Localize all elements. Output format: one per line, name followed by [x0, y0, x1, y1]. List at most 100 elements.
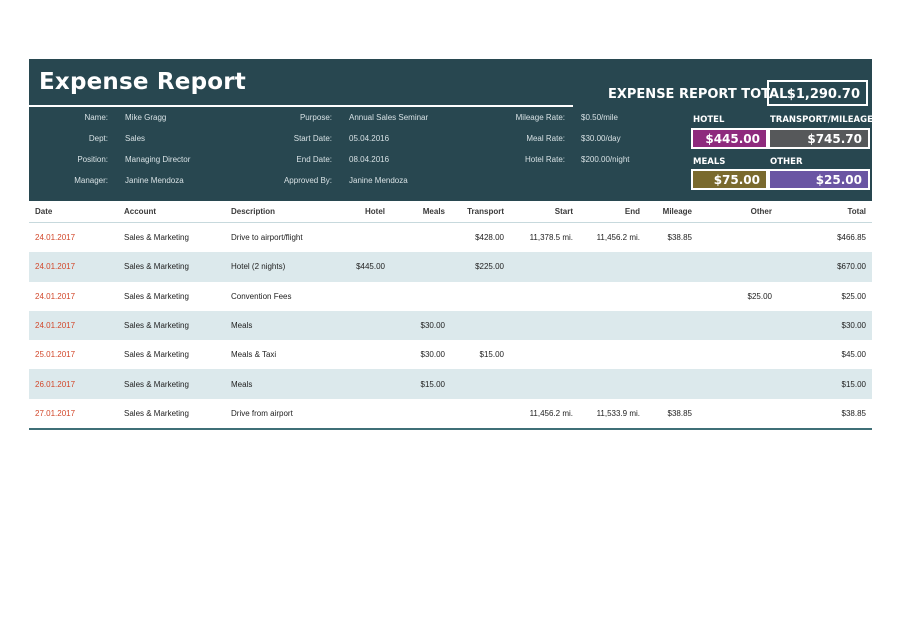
report-total-value: $1,290.70	[767, 80, 868, 106]
other-total-value: $25.00	[768, 169, 870, 190]
cell-account: Sales & Marketing	[124, 291, 189, 301]
other-total-label: OTHER	[770, 157, 803, 167]
cell-date: 26.01.2017	[29, 369, 118, 399]
col-hotel: Hotel	[345, 201, 391, 223]
cell-transport	[451, 282, 510, 311]
cell-transport	[451, 310, 510, 341]
transport-total-value: $745.70	[768, 128, 870, 149]
approved-by-value: Janine Mendoza	[349, 176, 408, 185]
cell-mileage	[646, 369, 698, 399]
manager-label: Manager:	[74, 176, 108, 185]
cell-end	[579, 369, 646, 399]
end-date-label: End Date:	[296, 155, 332, 164]
manager-value: Janine Mendoza	[125, 176, 184, 185]
cell-other	[698, 310, 778, 341]
cell-total: $45.00	[841, 350, 866, 360]
report-total-label: EXPENSE REPORT TOTAL	[608, 87, 788, 102]
meals-total-value: $75.00	[691, 169, 768, 190]
cell-mileage	[646, 282, 698, 311]
col-total: Total	[778, 201, 872, 223]
position-label: Position:	[77, 155, 108, 164]
cell-date: 24.01.2017	[35, 233, 76, 243]
cell-description: Meals	[225, 369, 345, 399]
cell-mileage: $38.85	[667, 233, 692, 243]
col-transport: Transport	[451, 201, 510, 223]
cell-start: 11,456.2 mi.	[510, 398, 579, 431]
position-value: Managing Director	[125, 155, 191, 164]
hotel-rate-label: Hotel Rate:	[524, 155, 565, 164]
cell-meals	[391, 282, 451, 311]
cell-other: $25.00	[747, 291, 772, 301]
cell-hotel	[345, 369, 391, 399]
table-row: 24.01.2017 Sales & Marketing Drive to ai…	[29, 223, 872, 253]
cell-other	[698, 398, 778, 431]
hotel-total-value: $445.00	[691, 128, 768, 149]
cell-end	[579, 310, 646, 341]
cell-total: $15.00	[778, 369, 872, 399]
cell-hotel: $445.00	[345, 252, 391, 282]
cell-total: $30.00	[778, 310, 872, 341]
expense-table: Date Account Description Hotel Meals Tra…	[29, 201, 872, 431]
cell-date: 24.01.2017	[29, 252, 118, 282]
mileage-rate-label: Mileage Rate:	[515, 113, 565, 122]
cell-other	[698, 340, 778, 369]
table-header-row: Date Account Description Hotel Meals Tra…	[29, 201, 872, 223]
cell-hotel	[345, 398, 391, 431]
col-mileage: Mileage	[646, 201, 698, 223]
table-row: 24.01.2017 Sales & Marketing Hotel (2 ni…	[29, 252, 872, 282]
cell-total: $25.00	[841, 291, 866, 301]
cell-description: Meals & Taxi	[231, 350, 277, 360]
cell-hotel	[345, 310, 391, 341]
cell-meals: $30.00	[391, 310, 451, 341]
cell-date: 24.01.2017	[35, 291, 76, 301]
cell-transport: $428.00	[475, 233, 504, 243]
cell-description: Hotel (2 nights)	[225, 252, 345, 282]
dept-label: Dept:	[88, 134, 108, 143]
transport-total-label: TRANSPORT/MILEAGE	[770, 115, 873, 125]
table-row: 24.01.2017 Sales & Marketing Meals $30.0…	[29, 310, 872, 341]
cell-account: Sales & Marketing	[118, 252, 225, 282]
approved-by-label: Approved By:	[283, 176, 332, 185]
cell-date: 24.01.2017	[29, 310, 118, 341]
cell-other	[698, 369, 778, 399]
col-description: Description	[225, 201, 345, 223]
cell-other	[698, 223, 778, 253]
cell-meals	[391, 223, 451, 253]
purpose-label: Purpose:	[299, 113, 332, 122]
cell-transport	[451, 398, 510, 431]
cell-total: $466.85	[837, 233, 866, 243]
cell-account: Sales & Marketing	[124, 350, 189, 360]
start-date-label: Start Date:	[293, 134, 332, 143]
cell-total: $670.00	[778, 252, 872, 282]
meals-total-label: MEALS	[693, 157, 726, 167]
col-other: Other	[698, 201, 778, 223]
cell-transport	[451, 369, 510, 399]
purpose-value: Annual Sales Seminar	[349, 113, 429, 122]
hotel-total-label: HOTEL	[693, 115, 725, 125]
table-row: 26.01.2017 Sales & Marketing Meals $15.0…	[29, 369, 872, 399]
cell-start	[510, 282, 579, 311]
cell-mileage	[646, 310, 698, 341]
cell-end: 11,456.2 mi.	[596, 233, 640, 243]
cell-end	[579, 252, 646, 282]
cell-transport: $225.00	[451, 252, 510, 282]
cell-account: Sales & Marketing	[118, 398, 225, 431]
cell-total: $38.85	[778, 398, 872, 431]
cell-end	[579, 340, 646, 369]
meal-rate-value: $30.00/day	[581, 134, 621, 143]
cell-description: Meals	[225, 310, 345, 341]
cell-mileage	[646, 340, 698, 369]
start-date-value: 05.04.2016	[349, 134, 390, 143]
cell-mileage: $38.85	[646, 398, 698, 431]
cell-other	[698, 252, 778, 282]
cell-account: Sales & Marketing	[124, 233, 189, 243]
cell-end: 11,533.9 mi.	[579, 398, 646, 431]
cell-hotel	[345, 340, 391, 369]
mileage-rate-value: $0.50/mile	[581, 113, 618, 122]
cell-meals: $30.00	[420, 350, 445, 360]
report-header: Expense Report EXPENSE REPORT TOTAL $1,2…	[29, 59, 873, 201]
cell-hotel	[345, 282, 391, 311]
table-row: 25.01.2017 Sales & Marketing Meals & Tax…	[29, 340, 872, 369]
cell-start: 11,378.5 mi.	[529, 233, 573, 243]
cell-description: Drive from airport	[225, 398, 345, 431]
